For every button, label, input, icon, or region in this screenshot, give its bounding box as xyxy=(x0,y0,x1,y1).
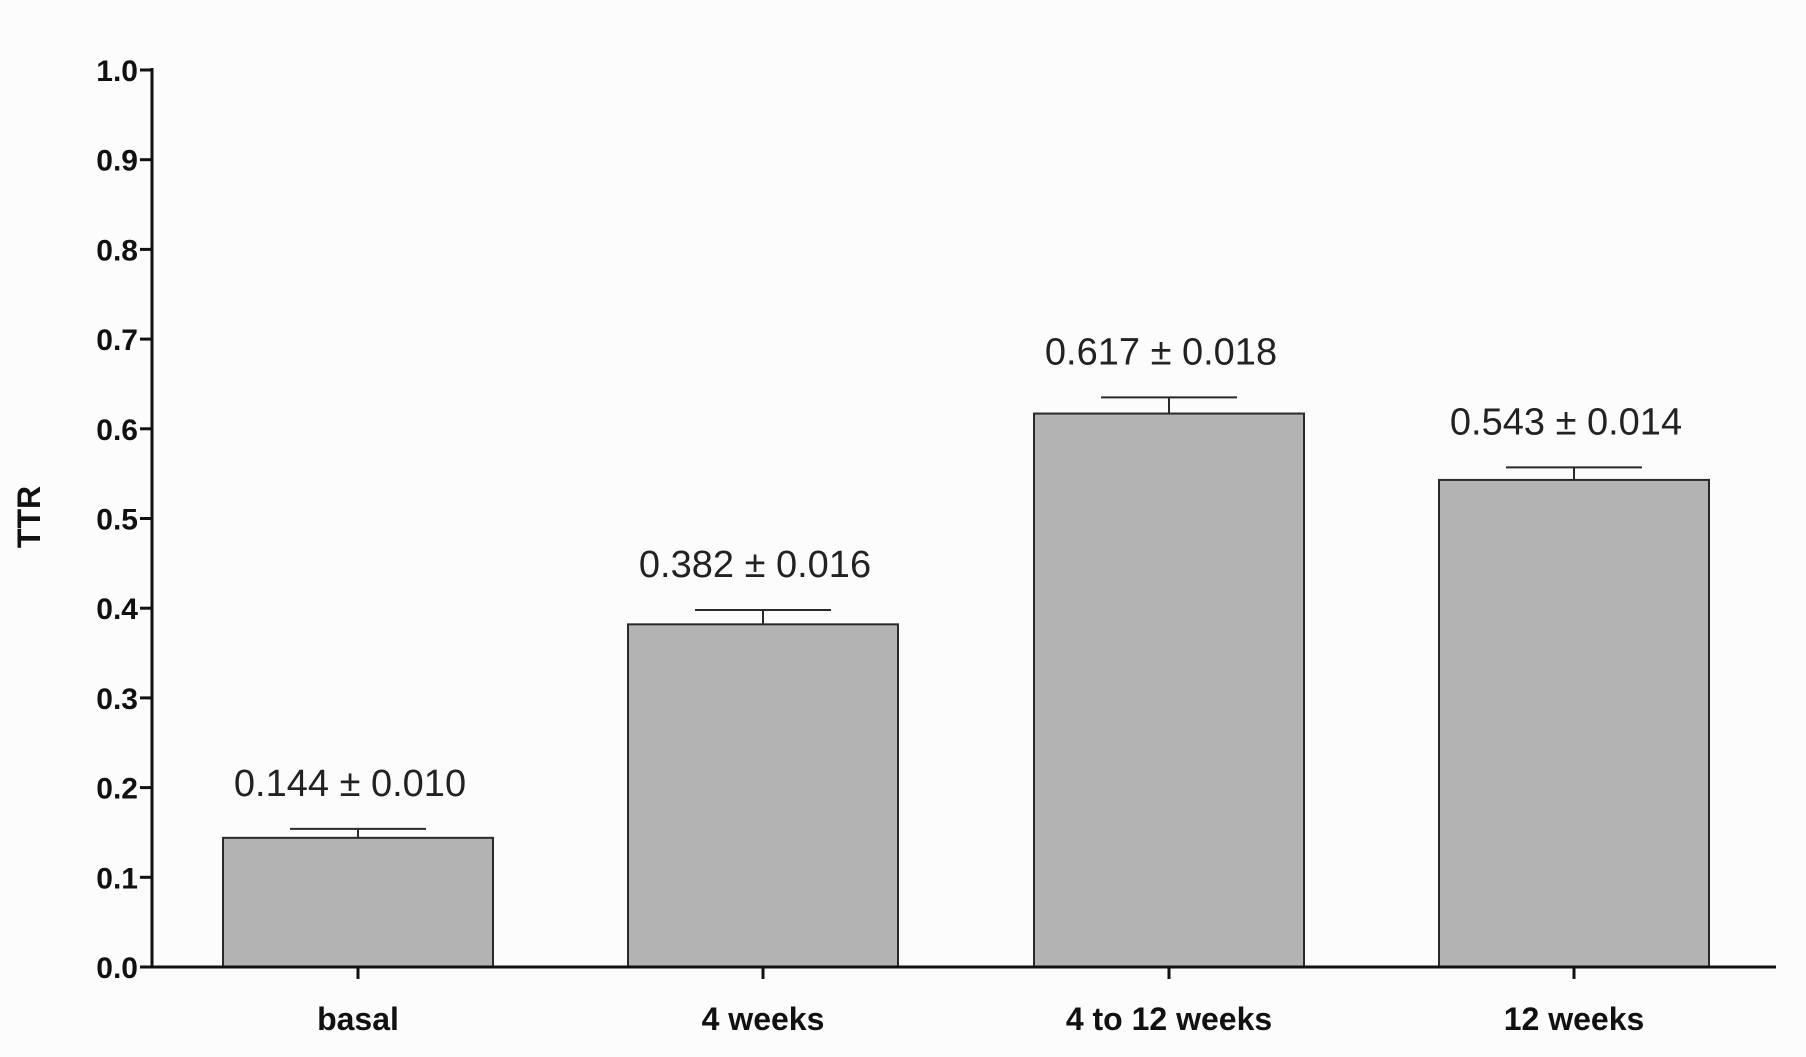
bar-4-weeks xyxy=(627,623,899,968)
y-tick-label: 0.9 xyxy=(96,145,138,178)
y-tick-label: 0.6 xyxy=(96,414,138,447)
y-tick-label: 1.0 xyxy=(96,55,138,88)
bar-basal xyxy=(222,836,494,968)
x-tick-label: 4 to 12 weeks xyxy=(1066,1001,1272,1037)
data-label: 0.543 ± 0.014 xyxy=(1450,401,1682,443)
y-tick-label: 0.7 xyxy=(96,324,138,357)
bars-layer xyxy=(222,412,1710,968)
y-ticks-layer: 0.0 0.1 0.2 0.3 0.4 0.5 0.6 0.7 0.8 0.9 1.0 xyxy=(96,55,152,985)
bar-12-weeks xyxy=(1438,478,1710,968)
y-tick-label: 0.0 xyxy=(96,952,138,985)
data-label: 0.144 ± 0.010 xyxy=(234,763,466,805)
data-label: 0.617 ± 0.018 xyxy=(1045,331,1277,373)
y-tick-label: 0.4 xyxy=(96,593,138,626)
y-axis-title-group: TTR xyxy=(11,486,47,548)
y-axis-title: TTR xyxy=(11,486,47,548)
x-ticks-layer: basal 4 weeks 4 to 12 weeks 12 weeks xyxy=(317,967,1644,1037)
y-tick-label: 0.2 xyxy=(96,773,138,806)
y-tick-label: 0.5 xyxy=(96,504,138,537)
data-labels-layer: 0.144 ± 0.010 0.382 ± 0.016 0.617 ± 0.018 0… xyxy=(234,331,1682,804)
y-tick-label: 0.3 xyxy=(96,683,138,716)
bar-4-to-12-weeks xyxy=(1033,412,1305,968)
x-tick-label: basal xyxy=(317,1001,399,1037)
y-tick-label: 0.1 xyxy=(96,862,138,895)
x-tick-label: 4 weeks xyxy=(702,1001,825,1037)
y-tick-label: 0.8 xyxy=(96,234,138,267)
x-tick-label: 12 weeks xyxy=(1504,1001,1645,1037)
error-bars-layer xyxy=(290,396,1642,838)
data-label: 0.382 ± 0.016 xyxy=(639,544,871,586)
